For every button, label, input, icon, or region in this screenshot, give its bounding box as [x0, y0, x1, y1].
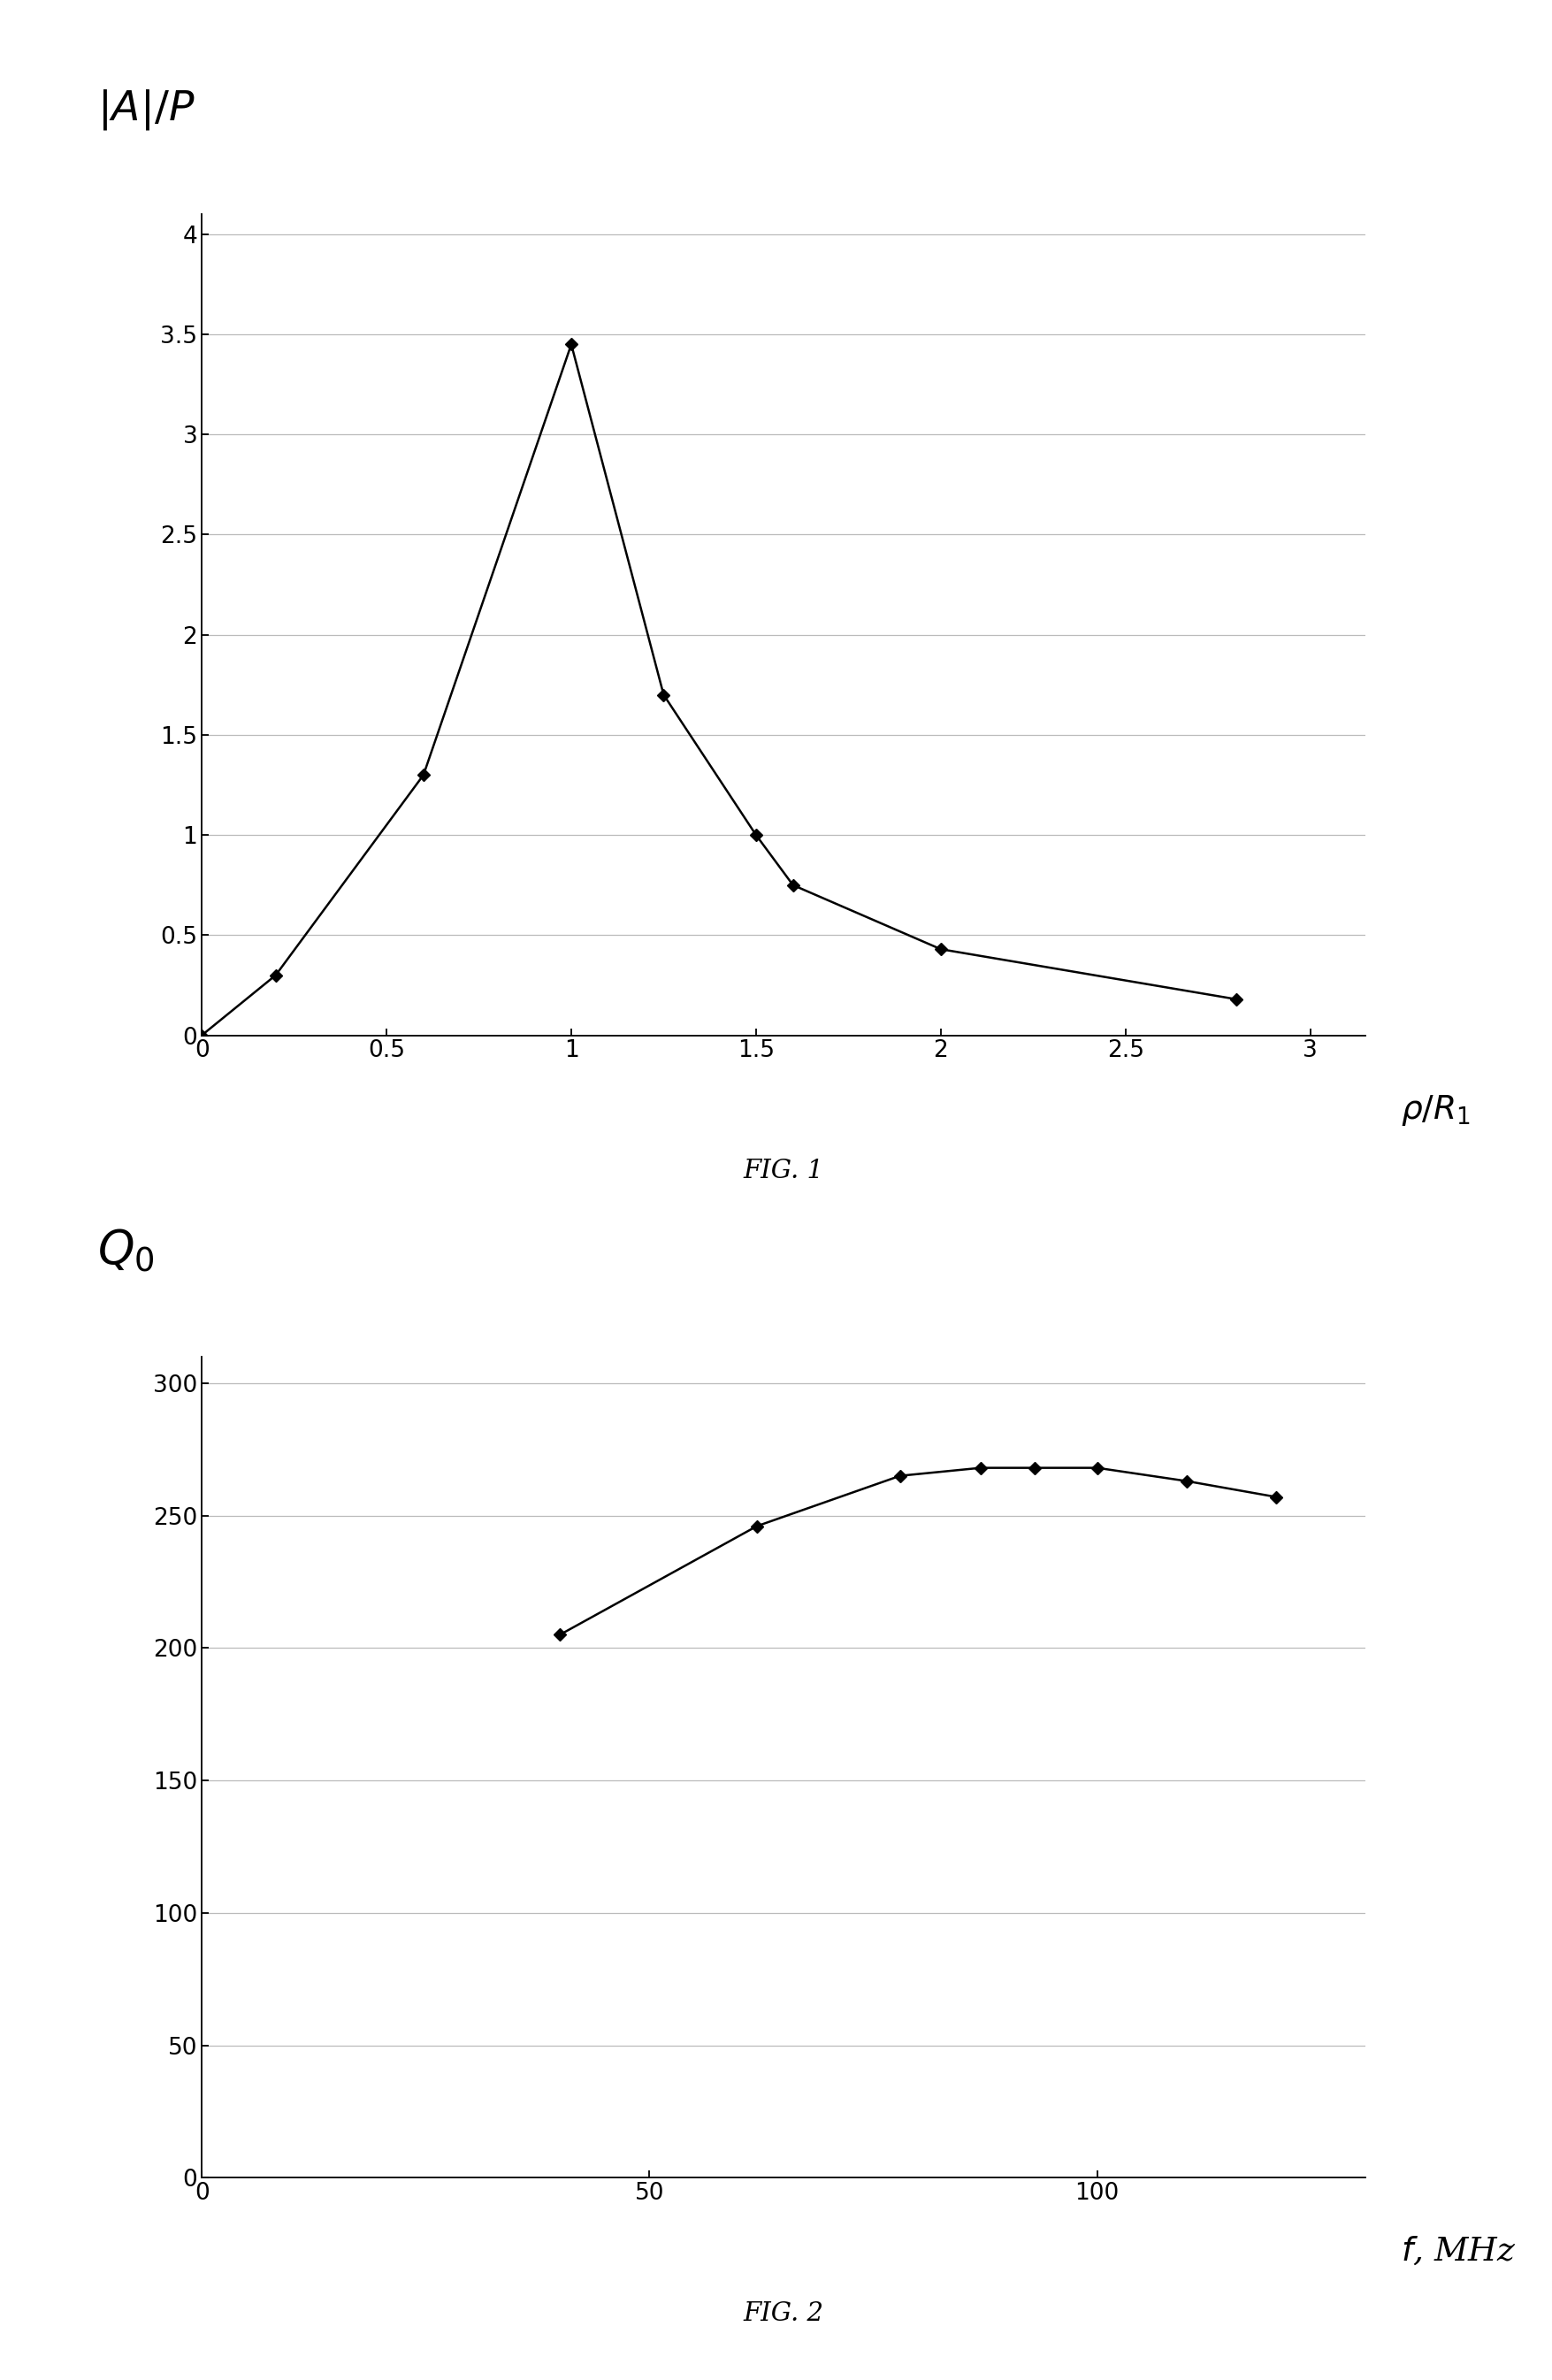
Text: $Q_0$: $Q_0$: [96, 1228, 154, 1276]
Text: $f$, MHz: $f$, MHz: [1400, 2235, 1516, 2268]
Text: FIG. 1: FIG. 1: [743, 1159, 824, 1183]
Text: $|A|/P$: $|A|/P$: [96, 88, 194, 131]
Text: FIG. 2: FIG. 2: [743, 2301, 824, 2325]
Text: $\rho/R_1$: $\rho/R_1$: [1400, 1092, 1470, 1128]
